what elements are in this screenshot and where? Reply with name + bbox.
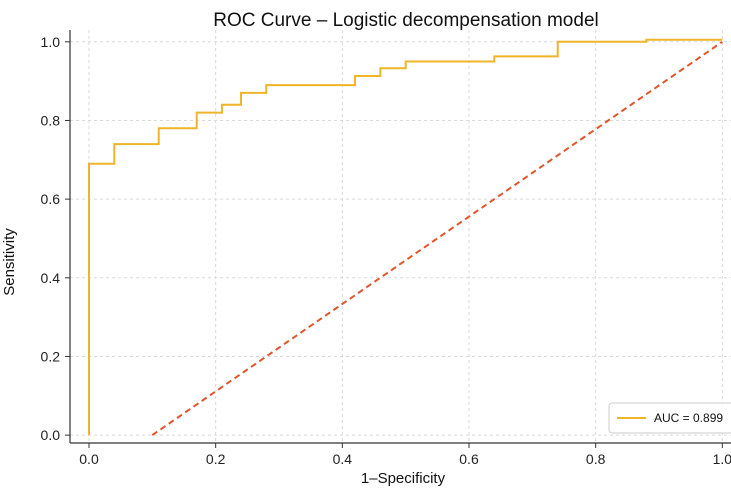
x-tick-label: 0.8 xyxy=(586,451,606,467)
y-tick-label: 0.2 xyxy=(41,348,61,364)
series-layer xyxy=(88,38,723,436)
x-tick-label: 0.2 xyxy=(206,451,226,467)
y-tick-label: 1.0 xyxy=(41,34,61,50)
reference-diagonal-line xyxy=(151,40,723,436)
x-axis-title: 1–Specificity xyxy=(361,470,446,487)
tick-labels: 0.0 0.2 0.4 0.6 0.8 1.0 0.0 0.2 0.4 0.6 0.8 1.0 xyxy=(41,34,731,467)
y-tick-label: 0.4 xyxy=(41,270,61,286)
x-tick-label: 0.0 xyxy=(79,451,99,467)
legend-label: AUC = 0.899 xyxy=(654,411,723,425)
y-tick-label: 0.6 xyxy=(41,191,61,207)
chart-title: ROC Curve – Logistic decompensation mode… xyxy=(213,10,598,31)
y-tick-label: 0.0 xyxy=(41,427,61,443)
x-tick-label: 0.4 xyxy=(333,451,353,467)
legend-box xyxy=(608,402,731,434)
y-tick-label: 0.8 xyxy=(41,112,61,128)
y-axis-title: Sensitivity xyxy=(1,228,18,296)
legend: AUC = 0.899 xyxy=(608,402,731,434)
grid xyxy=(70,30,731,443)
x-tick-label: 1.0 xyxy=(713,451,731,467)
roc-curve-line xyxy=(88,38,723,436)
x-tick-label: 0.6 xyxy=(459,451,479,467)
axes xyxy=(65,30,731,448)
